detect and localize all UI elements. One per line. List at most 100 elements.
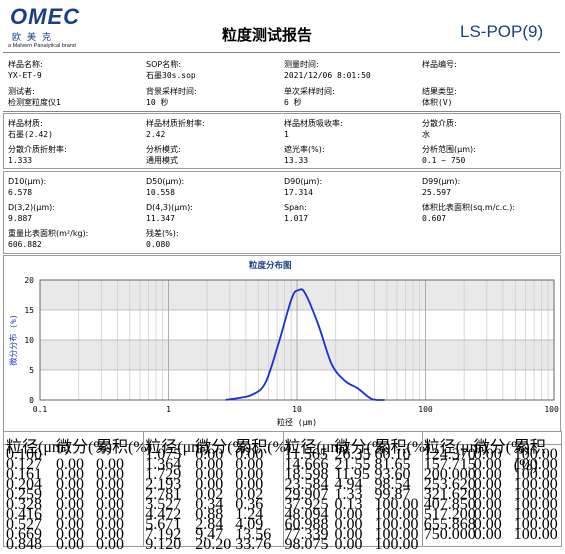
material-value: 2.42 (146, 130, 166, 139)
table-cell: 0.00 (473, 466, 502, 483)
table-cell: 29.907 (284, 486, 329, 503)
info-label: 测量时间: (284, 60, 319, 69)
table-column-separator (282, 432, 284, 546)
table-cell: 655.868 (423, 516, 476, 533)
table-header-cell: 累积(%) (513, 439, 546, 474)
table-cell: 1.729 (145, 466, 182, 483)
table-cell: 77.339 (284, 526, 329, 543)
table-cell: 0.00 (235, 466, 264, 483)
table-cell: 0.00 (195, 476, 224, 493)
table-cell: 0.204 (6, 476, 42, 493)
table-header-cell: 累积(%) (96, 439, 152, 456)
info-value: 石墨30s.sop (146, 71, 196, 80)
material-label: 遮光率(%): (284, 145, 325, 154)
table-cell: 0.00 (473, 506, 502, 523)
table-cell: 0.00 (56, 456, 84, 473)
table-cell: 26.35 (334, 446, 371, 463)
material-value: 1 (284, 130, 289, 139)
table-cell: 11.565 (284, 446, 328, 463)
y-tick-label: 10 (24, 336, 34, 345)
table-cell: 100.00 (513, 486, 558, 503)
table-cell: 98.54 (374, 476, 411, 493)
table-cell: 100.00 (513, 496, 558, 513)
material-value: 1.333 (8, 156, 33, 165)
y-tick-label: 5 (29, 366, 34, 375)
table-column-separator (421, 432, 423, 546)
table-cell: 0.00 (473, 446, 502, 463)
table-header-cell: 微分(%) (473, 439, 530, 456)
table-cell: 100.00 (374, 516, 419, 533)
results-value: 9.887 (8, 214, 33, 223)
table-cell: 9.120 (145, 536, 182, 553)
table-cell: 0.00 (96, 456, 124, 473)
x-tick-label: 10 (292, 405, 302, 414)
table-cell: 407.850 (423, 496, 476, 513)
results-panel (3, 171, 561, 254)
table-cell: 23.584 (284, 476, 329, 493)
results-label: D(3,2)(μm): (8, 203, 55, 212)
table-cell: 100.00 (513, 466, 558, 483)
material-value: 通用模式 (146, 156, 178, 165)
table-cell: 517.200 (423, 506, 476, 523)
table-cell: 0.328 (6, 496, 42, 513)
x-tick-label: 0.1 (33, 405, 48, 414)
results-label: Span: (284, 203, 307, 212)
table-cell: 9.47 (195, 526, 224, 543)
table-cell: 0.00 (56, 506, 84, 523)
table-cell: 100.00 (374, 496, 419, 513)
table-cell: 1.364 (145, 456, 182, 473)
material-value: 石墨(2.42) (8, 130, 53, 139)
table-cell: 0.00 (473, 496, 502, 513)
table-cell: 157.715 (423, 456, 476, 473)
table-header-cell: 微分(%) (195, 439, 252, 456)
results-value: 25.597 (422, 188, 451, 197)
x-tick-label: 100 (418, 405, 433, 414)
material-label: 样品材质折射率: (146, 119, 205, 128)
info-value: YX-ET-9 (8, 71, 42, 80)
results-label: D(4,3)(μm): (146, 203, 193, 212)
info-label: 单次采样时间: (284, 87, 335, 96)
table-cell: 100.00 (513, 526, 558, 543)
results-value: 0.607 (422, 214, 447, 223)
table-cell: 0.416 (6, 506, 42, 523)
info-value: 检测室粒度仪1 (8, 98, 61, 107)
table-cell: 99.87 (374, 486, 411, 503)
results-label: 体积比表面积(sq.m/c.c.): (422, 203, 516, 212)
table-cell: 0.00 (96, 506, 124, 523)
table-cell: 0.00 (473, 476, 502, 493)
table-header-cell: 累积(%) (235, 439, 292, 456)
results-label: D50(μm): (146, 177, 185, 186)
table-cell: 0.259 (6, 486, 42, 503)
results-value: 606.882 (8, 240, 42, 249)
info-label: 背景采样时间: (146, 87, 197, 96)
material-value: 水 (422, 130, 430, 139)
y-tick-label: 15 (24, 306, 34, 315)
table-cell: 0.127 (6, 456, 42, 473)
table-cell: 0.02 (195, 486, 224, 503)
table-cell: 1.24 (235, 506, 264, 523)
results-value: 1.017 (284, 214, 309, 223)
y-tick-label: 0 (29, 396, 34, 405)
distribution-curve (225, 288, 385, 401)
table-cell: 4.09 (235, 516, 264, 533)
brand-logo: OMEC 欧美克 a Malvern Panalytical brand (8, 4, 118, 50)
table-cell: 11.95 (334, 466, 370, 483)
table-cell: 2.193 (145, 476, 182, 493)
info-value: 2021/12/06 8:01:50 (284, 71, 371, 80)
table-cell: 100.00 (513, 506, 558, 523)
table-cell: 5.671 (145, 516, 182, 533)
table-cell: 0.00 (96, 486, 124, 503)
table-cell: 0.00 (235, 446, 264, 463)
table-cell: 60.988 (284, 516, 329, 533)
info-label: 样品编号: (422, 60, 457, 69)
table-cell: 750.000 (423, 526, 476, 543)
table-cell: 48.094 (284, 506, 329, 523)
table-cell: 321.620 (423, 486, 476, 503)
table-cell: 0.00 (195, 446, 224, 463)
results-value: 11.347 (146, 214, 175, 223)
results-value: 10.558 (146, 188, 175, 197)
material-label: 样品材质: (8, 119, 43, 128)
results-label: 重量比表面积(m²/kg): (8, 229, 89, 238)
table-cell: 0.88 (195, 506, 224, 523)
